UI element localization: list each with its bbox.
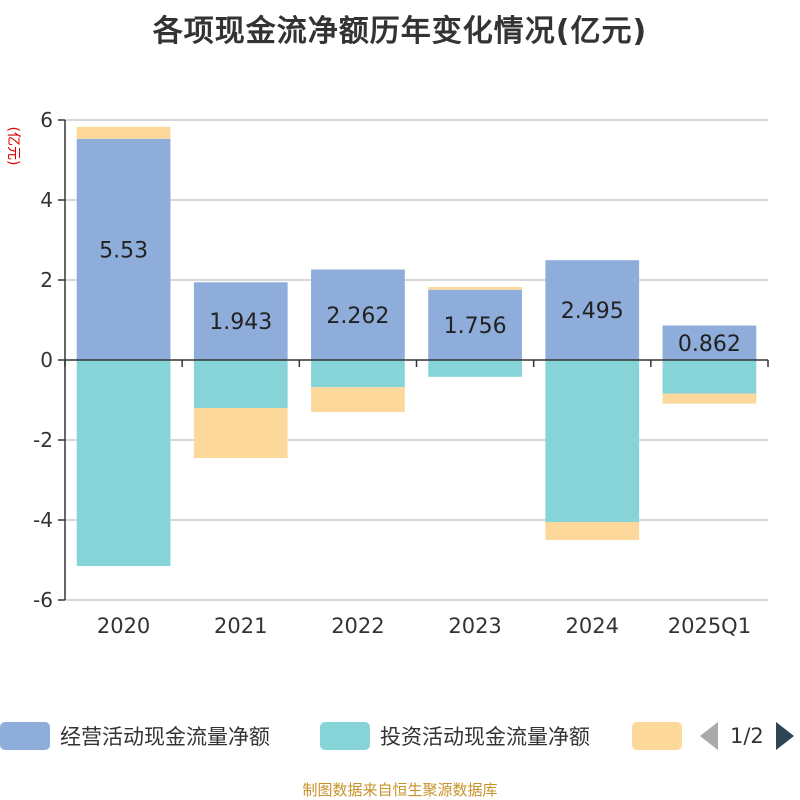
legend-item-investing[interactable]: 投资活动现金流量净额 <box>320 716 590 756</box>
bar-investing-2021[interactable] <box>193 360 288 408</box>
bar-financing-2023[interactable] <box>428 286 522 290</box>
bar-investing-2025Q1[interactable] <box>662 360 757 394</box>
chart-title: 各项现金流净额历年变化情况(亿元) <box>152 14 648 49</box>
legend-page-indicator: 1/2 <box>730 724 764 748</box>
bar-operating-2020[interactable] <box>76 138 171 360</box>
data-label-2024: 2.495 <box>561 299 624 324</box>
bar-operating-2024[interactable] <box>545 260 640 360</box>
y-tick-label: 4 <box>40 188 53 212</box>
bar-financing-2020[interactable] <box>76 126 171 139</box>
x-tick-label: 2022 <box>331 614 384 638</box>
bar-investing-2023[interactable] <box>428 360 522 377</box>
x-tick-label: 2023 <box>448 614 501 638</box>
x-tick-label: 2021 <box>214 614 267 638</box>
bar-financing-2024[interactable] <box>545 522 640 540</box>
bar-investing-2024[interactable] <box>545 360 640 522</box>
legend-item-operating[interactable]: 经营活动现金流量净额 <box>0 716 270 756</box>
x-tick-label: 2025Q1 <box>668 614 751 638</box>
y-tick-label: -2 <box>33 428 53 452</box>
data-label-2020: 5.53 <box>99 238 148 263</box>
bar-investing-2020[interactable] <box>76 360 171 566</box>
data-label-2025Q1: 0.862 <box>678 332 741 357</box>
bar-operating-2022[interactable] <box>311 269 405 360</box>
bar-operating-2021[interactable] <box>193 282 288 360</box>
data-label-2021: 1.943 <box>209 310 272 335</box>
axes: 6 4 2 0 -2 -4 -6 2020 2021 2022 2023 2024 2025Q1 <box>33 108 769 638</box>
legend-swatch-investing <box>320 722 370 750</box>
bar-operating-2025Q1[interactable] <box>662 325 757 360</box>
legend-pager: 1/2 <box>700 716 794 756</box>
source-note: 制图数据来自恒生聚源数据库 <box>302 781 498 799</box>
data-label-2023: 1.756 <box>444 314 507 339</box>
legend-label-operating: 经营活动现金流量净额 <box>60 725 270 749</box>
legend-swatch-financing <box>632 722 682 750</box>
triangle-left-icon[interactable] <box>700 722 718 750</box>
data-labels: 5.53 1.943 2.262 1.756 2.495 0.862 <box>99 238 741 356</box>
y-tick-label: -4 <box>33 508 53 532</box>
data-label-2022: 2.262 <box>326 304 389 329</box>
y-tick-label: -6 <box>33 588 53 612</box>
y-axis-unit-label: (亿元) <box>5 127 21 166</box>
x-tick-label: 2024 <box>566 614 619 638</box>
bar-operating-2023[interactable] <box>428 289 522 360</box>
x-tick-label: 2020 <box>97 614 150 638</box>
bars <box>76 126 757 566</box>
legend-label-investing: 投资活动现金流量净额 <box>380 725 590 749</box>
y-tick-label: 0 <box>40 348 53 372</box>
bar-financing-2022[interactable] <box>311 387 405 412</box>
triangle-right-icon[interactable] <box>775 722 794 750</box>
legend-item-financing[interactable] <box>632 716 692 756</box>
y-tick-label: 6 <box>40 108 53 132</box>
y-tick-label: 2 <box>40 268 53 292</box>
grid-lines <box>65 119 768 601</box>
bar-financing-2021[interactable] <box>193 408 288 458</box>
legend-swatch-operating <box>0 722 50 750</box>
bar-financing-2025Q1[interactable] <box>662 393 757 404</box>
bar-investing-2022[interactable] <box>311 360 405 388</box>
legend: 经营活动现金流量净额 投资活动现金流量净额 1/2 <box>0 716 800 756</box>
